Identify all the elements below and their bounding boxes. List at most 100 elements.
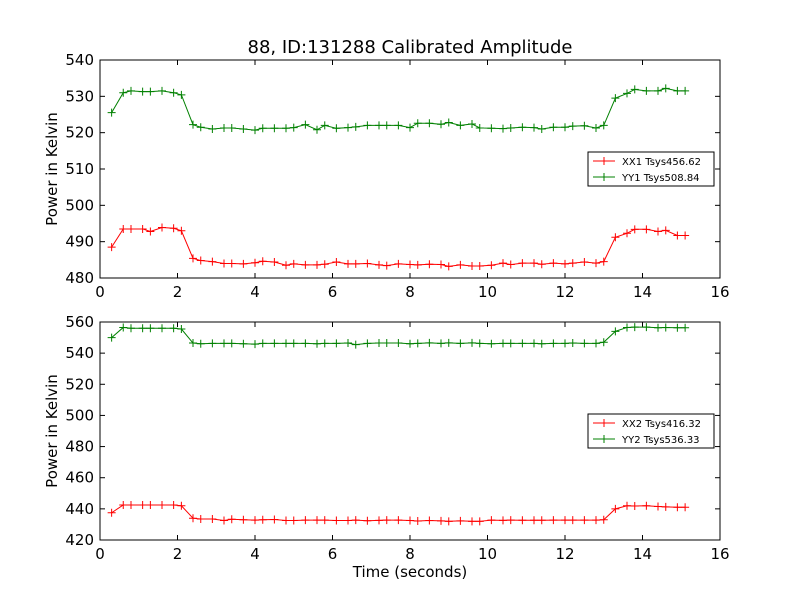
data-point (119, 224, 128, 233)
data-point (506, 260, 515, 269)
data-point (251, 340, 259, 349)
data-point (107, 108, 116, 117)
data-point (208, 514, 217, 523)
y-tick-label: 520 (65, 375, 94, 393)
data-point (196, 339, 205, 348)
data-point (413, 260, 422, 269)
data-point (499, 259, 507, 268)
data-point (363, 121, 372, 130)
data-point (425, 338, 434, 347)
data-point (444, 262, 453, 271)
data-point (394, 339, 403, 348)
data-point (220, 339, 228, 348)
data-point (681, 231, 690, 240)
data-point (530, 123, 538, 132)
x-tick-label: 8 (405, 283, 415, 301)
data-point (119, 323, 128, 332)
data-point (506, 516, 515, 525)
data-point (673, 86, 682, 95)
data-point (351, 122, 360, 131)
data-point (158, 223, 166, 232)
data-point (208, 125, 217, 134)
data-point (549, 259, 558, 268)
legend: XX2 Tsys416.32 YY2 Tsys536.33 (587, 413, 715, 449)
data-point (332, 258, 341, 267)
data-point (220, 516, 228, 525)
data-point (413, 517, 422, 526)
data-point (227, 259, 236, 268)
data-point (251, 126, 259, 135)
data-point (138, 87, 147, 96)
data-point (530, 339, 538, 348)
data-point (107, 243, 116, 252)
data-point (506, 339, 515, 348)
data-point (661, 84, 670, 93)
bottom-panel: 0 2 4 6 8 10 12 14 16 420 440 460 480 500 520 540 560 Pow… (43, 313, 730, 581)
data-point (623, 501, 631, 510)
series-1 (107, 323, 690, 349)
data-point (487, 124, 496, 133)
data-point (158, 324, 166, 333)
data-point (177, 90, 186, 99)
data-point (320, 121, 329, 130)
x-tick-label: 4 (250, 283, 260, 301)
data-point (642, 323, 651, 332)
data-point (169, 500, 178, 509)
data-point (227, 123, 236, 132)
legend-marker (600, 173, 608, 181)
data-point (592, 339, 600, 348)
y-tick-label: 540 (65, 51, 94, 69)
data-point (611, 504, 620, 513)
data-point (208, 339, 217, 348)
x-tick-label: 8 (405, 545, 415, 563)
data-point (320, 260, 329, 269)
data-point (239, 515, 248, 524)
data-point (270, 339, 279, 348)
data-point (282, 516, 290, 525)
data-point (189, 254, 197, 263)
data-point (169, 324, 178, 333)
data-point (239, 339, 248, 348)
data-point (289, 259, 298, 268)
x-tick-label: 2 (173, 545, 183, 563)
data-point (344, 259, 352, 268)
data-point (654, 502, 662, 511)
data-point (425, 119, 434, 128)
data-point (363, 339, 372, 348)
data-point (413, 119, 422, 128)
data-point (413, 339, 422, 348)
data-point (158, 500, 166, 509)
data-point (282, 124, 290, 133)
data-point (363, 259, 372, 268)
data-point (630, 225, 639, 234)
data-point (258, 515, 267, 524)
data-point (537, 339, 546, 348)
data-point (599, 121, 608, 130)
data-point (313, 516, 321, 525)
data-point (580, 516, 589, 525)
data-point (661, 323, 670, 332)
data-point (456, 121, 465, 130)
data-point (332, 124, 341, 133)
x-axis-label: Time (seconds) (352, 563, 468, 581)
data-point (177, 325, 186, 334)
data-point (282, 339, 290, 348)
data-point (344, 123, 352, 132)
x-tick-label: 10 (478, 545, 497, 563)
plot-frame (99, 59, 721, 279)
data-point (475, 517, 484, 526)
data-point (169, 224, 178, 233)
data-point (251, 258, 259, 267)
legend-label: YY2 Tsys536.33 (621, 435, 700, 446)
data-point (344, 339, 352, 348)
data-point (530, 516, 538, 525)
legend: XX1 Tsys456.62 YY1 Tsys508.84 (587, 151, 715, 187)
data-point (119, 500, 128, 509)
data-point (189, 120, 197, 129)
data-point (642, 225, 651, 234)
data-point (301, 120, 310, 129)
data-point (227, 515, 236, 524)
data-point (270, 258, 279, 267)
legend-marker (600, 435, 608, 443)
data-point (289, 339, 298, 348)
